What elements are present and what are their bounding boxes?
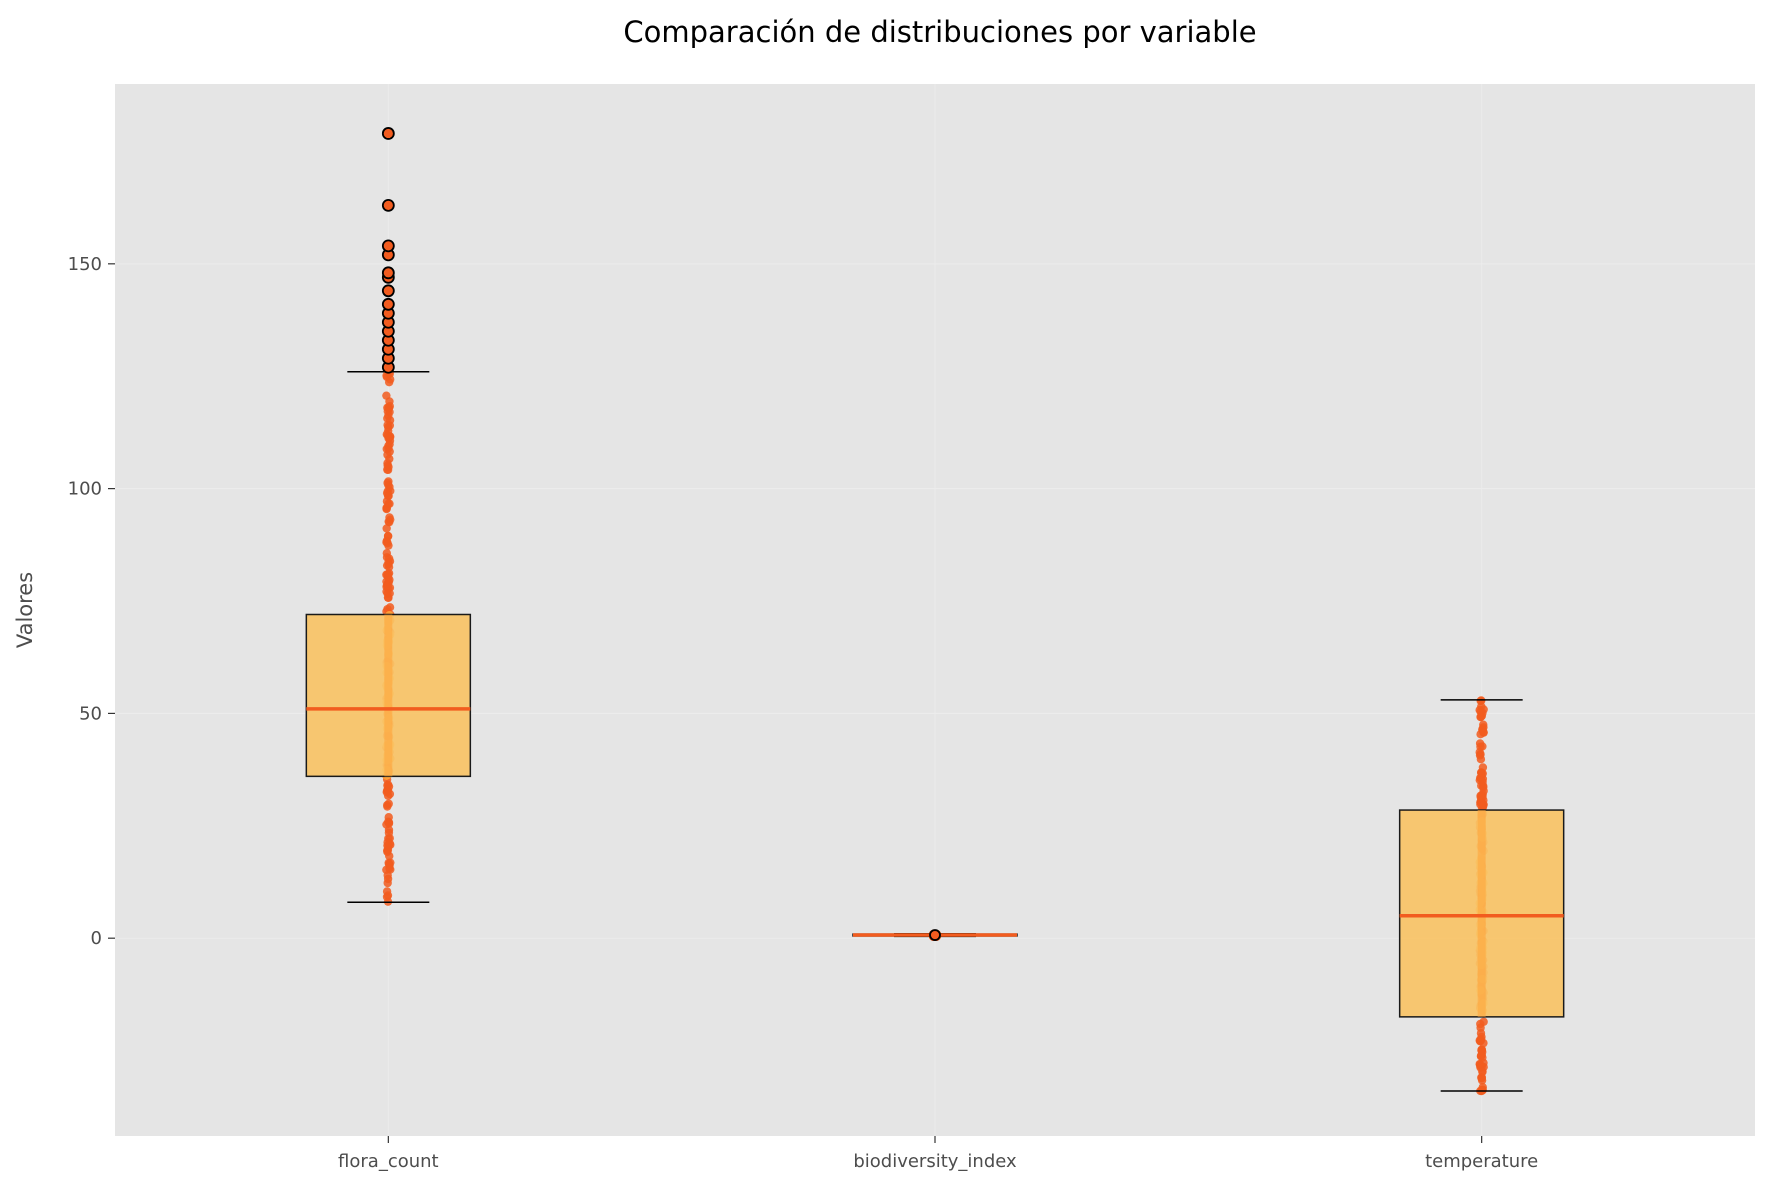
data-point <box>385 513 394 522</box>
data-point <box>383 570 392 579</box>
data-point <box>382 430 391 439</box>
outlier-point <box>929 929 941 941</box>
outliers <box>381 127 941 941</box>
data-point <box>383 532 393 541</box>
outlier-point <box>381 198 395 212</box>
outlier-point <box>381 239 395 253</box>
data-point <box>1475 751 1485 760</box>
y-axis-label: Valores <box>13 572 37 648</box>
outlier-point <box>381 297 395 311</box>
data-point <box>382 887 392 896</box>
data-point <box>1479 1038 1488 1048</box>
y-tick-label: 50 <box>79 703 102 724</box>
boxes <box>305 370 1565 1092</box>
data-point <box>382 524 391 533</box>
data-point <box>384 819 394 828</box>
outlier-point <box>381 266 395 280</box>
data-point <box>1476 1052 1486 1061</box>
data-point <box>1479 728 1488 737</box>
data-point <box>382 391 391 400</box>
y-tick-label: 150 <box>68 254 102 275</box>
data-point <box>1477 768 1486 777</box>
data-point <box>384 403 394 413</box>
data-point <box>1475 739 1485 748</box>
axes: 0 50 100 150 flora_count biodiversity_index te… <box>68 254 1539 1172</box>
y-tick-label: 100 <box>68 479 102 500</box>
data-point <box>384 462 393 472</box>
x-tick-label: temperature <box>1425 1151 1538 1172</box>
outlier-point <box>381 127 395 140</box>
x-tick-label: biodiversity_index <box>853 1151 1017 1172</box>
data-point <box>385 589 394 598</box>
data-point <box>1475 1060 1485 1069</box>
data-point <box>1475 775 1484 785</box>
data-point <box>1478 792 1487 802</box>
data-point <box>1479 705 1488 714</box>
data-point <box>382 561 392 570</box>
data-point <box>385 499 394 508</box>
data-point <box>385 447 394 456</box>
data-point <box>1478 1067 1487 1077</box>
data-point <box>385 416 395 425</box>
data-point <box>383 800 392 810</box>
data-point <box>383 538 392 548</box>
data-point <box>384 477 393 486</box>
data-point <box>382 787 391 797</box>
data-point <box>1476 1023 1485 1032</box>
data-point <box>384 828 394 837</box>
data-point <box>383 871 392 880</box>
y-tick-label: 0 <box>91 928 102 949</box>
outlier-point <box>381 284 395 298</box>
data-point <box>383 841 392 850</box>
chart-title: Comparación de distribuciones por variab… <box>623 15 1256 49</box>
data-point <box>382 577 391 586</box>
x-tick-label: flora_count <box>338 1151 439 1172</box>
